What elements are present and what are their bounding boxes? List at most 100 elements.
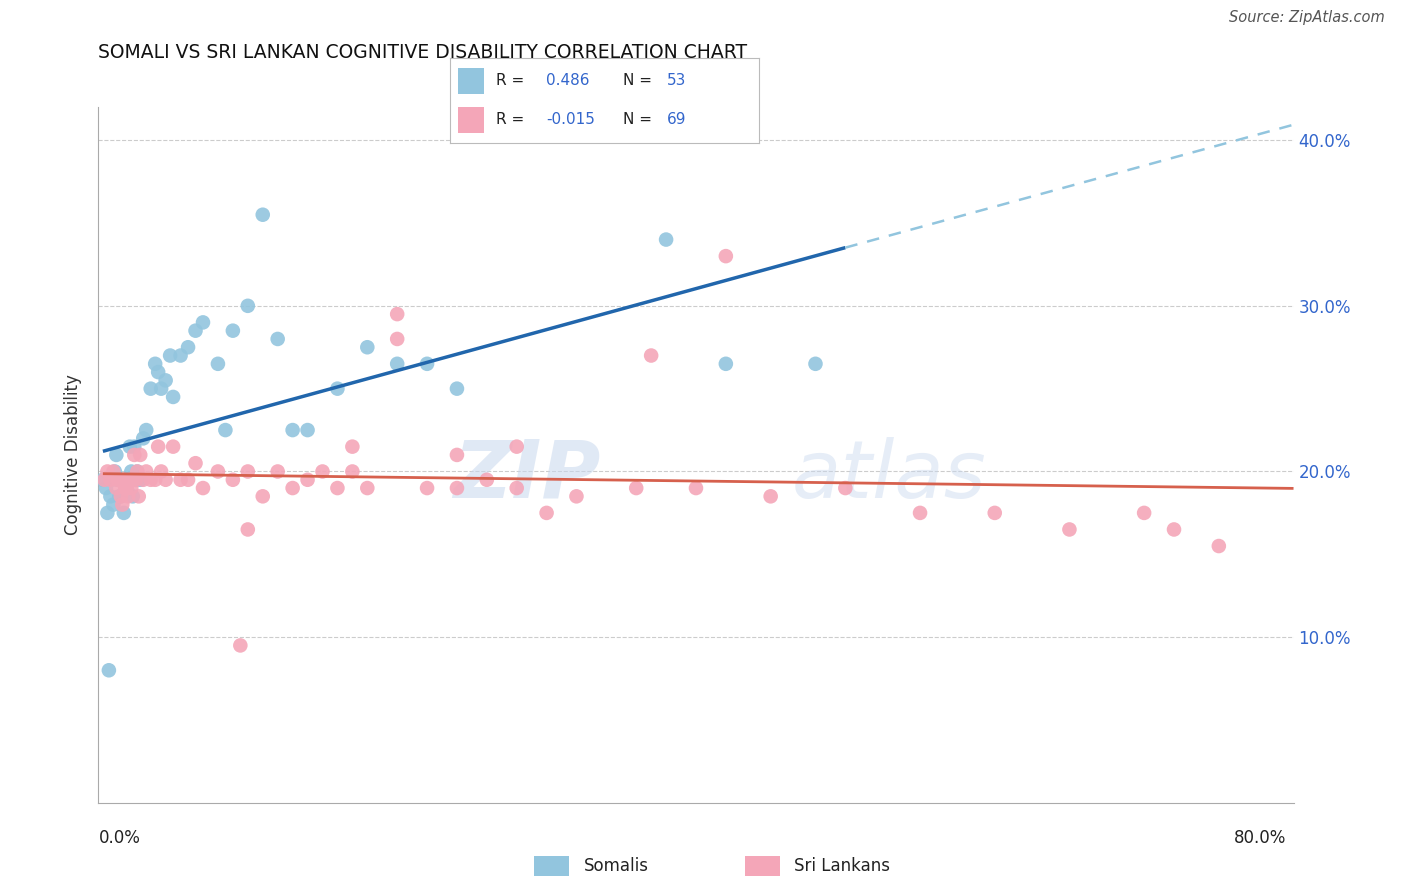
Point (107, 473, 129, 487)
Point (118, 473, 141, 487)
Point (155, 373, 177, 387)
Point (446, 448, 468, 462)
Point (132, 431, 155, 445)
Point (129, 448, 152, 462)
Point (685, 481, 707, 495)
Text: Source: ZipAtlas.com: Source: ZipAtlas.com (1229, 11, 1385, 25)
Point (416, 481, 439, 495)
Point (252, 489, 274, 503)
Point (132, 473, 155, 487)
Point (385, 332, 409, 346)
Point (128, 489, 150, 503)
Point (150, 382, 173, 396)
Point (127, 465, 149, 479)
Text: SOMALI VS SRI LANKAN COGNITIVE DISABILITY CORRELATION CHART: SOMALI VS SRI LANKAN COGNITIVE DISABILIT… (98, 43, 748, 62)
Point (162, 440, 184, 454)
Point (281, 423, 304, 437)
Point (150, 465, 173, 479)
Point (127, 465, 149, 479)
Point (207, 465, 229, 479)
Point (446, 481, 468, 495)
Point (143, 357, 166, 371)
Point (326, 481, 349, 495)
Point (184, 456, 207, 470)
Point (191, 481, 214, 495)
Point (125, 473, 148, 487)
Point (125, 473, 148, 487)
Point (105, 481, 128, 495)
Text: Sri Lankans: Sri Lankans (794, 857, 890, 875)
Point (108, 473, 131, 487)
Point (121, 489, 143, 503)
Text: 0.0%: 0.0% (98, 829, 141, 847)
Point (267, 332, 290, 346)
Point (143, 473, 166, 487)
FancyBboxPatch shape (458, 107, 484, 133)
Point (93, 473, 115, 487)
Point (236, 465, 259, 479)
Text: 0.486: 0.486 (546, 73, 589, 88)
Point (252, 208, 274, 222)
Point (214, 423, 236, 437)
Point (177, 340, 200, 354)
Point (655, 233, 678, 247)
Point (139, 473, 162, 487)
Point (640, 349, 662, 363)
Point (229, 639, 252, 653)
Point (100, 489, 122, 503)
Point (115, 481, 138, 495)
Point (114, 481, 136, 495)
Point (96, 506, 118, 520)
Text: 53: 53 (666, 73, 686, 88)
Point (565, 489, 588, 503)
Point (759, 489, 782, 503)
Point (342, 440, 364, 454)
Point (96, 465, 118, 479)
Point (94, 481, 117, 495)
Point (124, 440, 146, 454)
Point (326, 382, 349, 396)
Point (129, 473, 152, 487)
Text: N =: N = (623, 73, 657, 88)
Text: Somalis: Somalis (583, 857, 648, 875)
Point (111, 473, 134, 487)
Point (108, 489, 131, 503)
Point (148, 365, 170, 379)
Point (120, 481, 142, 495)
Point (626, 481, 648, 495)
Text: ZIP: ZIP (453, 437, 600, 515)
Point (101, 473, 124, 487)
Point (1163, 523, 1185, 537)
Point (105, 448, 128, 462)
Point (110, 489, 132, 503)
Point (1059, 523, 1081, 537)
Text: R =: R = (496, 112, 530, 128)
Point (236, 523, 259, 537)
Point (191, 315, 214, 329)
Point (118, 440, 141, 454)
Point (91, 473, 114, 487)
Point (184, 324, 207, 338)
Point (124, 448, 146, 462)
Point (1208, 539, 1230, 553)
Point (714, 249, 737, 263)
Point (114, 481, 136, 495)
Point (117, 489, 139, 503)
Point (177, 473, 200, 487)
Text: atlas: atlas (792, 437, 987, 515)
Point (908, 506, 931, 520)
Point (222, 473, 245, 487)
Point (111, 498, 134, 512)
Point (162, 390, 184, 404)
Point (207, 357, 229, 371)
Point (155, 473, 177, 487)
Text: 80.0%: 80.0% (1234, 829, 1286, 847)
Point (139, 382, 162, 396)
Point (506, 481, 529, 495)
Point (169, 473, 191, 487)
Point (356, 340, 378, 354)
Point (135, 423, 157, 437)
Point (236, 299, 259, 313)
Text: N =: N = (623, 112, 657, 128)
Point (103, 498, 125, 512)
